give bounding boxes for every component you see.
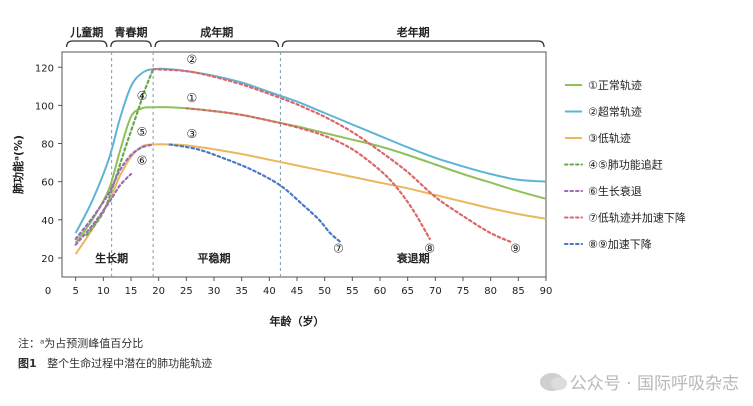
x-tick-label-2: 10 [97, 286, 110, 297]
x-tick-label-4: 20 [152, 286, 165, 297]
legend-label-2: ③低轨迹 [588, 131, 631, 145]
phase-label-2: 衰退期 [396, 251, 430, 265]
figure-caption: 图1 整个生命过程中潜在的肺功能轨迹 [18, 355, 212, 371]
series-line-1-marker: ② [186, 53, 197, 67]
legend-label-4: ⑥生长衰退 [588, 184, 642, 198]
y-tick-label-0: 20 [41, 254, 54, 265]
series-line-2-marker: ③ [186, 127, 197, 141]
stage-brace-3 [281, 40, 545, 48]
stage-brace-0 [65, 40, 108, 48]
figure-caption-label: 图1 [18, 357, 37, 370]
y-tick-label-4: 100 [35, 101, 54, 112]
stage-label-2: 成年期 [200, 25, 233, 39]
y-tick-label-2: 60 [41, 178, 54, 189]
legend-label-0: ①正常轨迹 [588, 78, 642, 92]
y-axis-label: 肺功能ᵃ(%) [11, 135, 25, 194]
x-tick-label-8: 40 [263, 286, 276, 297]
legend-label-3: ④⑤肺功能追赶 [588, 158, 663, 172]
series-line-0-marker: ① [186, 91, 197, 105]
x-tick-label-0: 0 [45, 286, 51, 297]
y-tick-label-1: 40 [41, 216, 54, 227]
legend-label-5: ⑦低轨迹并加速下降 [588, 211, 686, 225]
x-tick-label-13: 65 [401, 286, 414, 297]
figure-caption-text: 整个生命过程中潜在的肺功能轨迹 [47, 357, 213, 370]
x-tick-label-16: 80 [484, 286, 497, 297]
legend-label-6: ⑧⑨加速下降 [588, 237, 652, 251]
series-line-4-marker: ⑥ [137, 154, 148, 168]
x-tick-label-7: 35 [235, 286, 248, 297]
series-line-6 [168, 143, 343, 244]
x-tick-label-6: 30 [208, 286, 221, 297]
extra-curve-0-marker: ⑧ [424, 241, 435, 255]
extra-curve-1 [74, 172, 133, 246]
series-line-1 [74, 67, 547, 234]
x-tick-label-12: 60 [374, 286, 387, 297]
series-line-6-marker: ⑦ [333, 241, 344, 255]
series-line-5 [152, 68, 514, 244]
x-tick-label-1: 5 [72, 286, 78, 297]
plot-frame [61, 51, 547, 278]
stage-label-1: 青春期 [115, 25, 148, 39]
phase-label-0: 生长期 [95, 251, 128, 265]
legend-label-1: ②超常轨迹 [588, 105, 642, 119]
x-tick-label-5: 25 [180, 286, 193, 297]
stage-brace-1 [110, 40, 152, 48]
y-tick-label-3: 80 [41, 140, 54, 151]
x-tick-label-10: 50 [318, 286, 331, 297]
x-tick-label-17: 85 [512, 286, 525, 297]
extra-curve-0 [185, 107, 431, 240]
x-axis-label: 年龄（岁） [270, 314, 325, 328]
x-tick-label-11: 55 [346, 286, 359, 297]
x-tick-label-9: 45 [291, 286, 304, 297]
stage-label-3: 老年期 [396, 25, 430, 39]
series-line-5-marker: ⑤ [137, 125, 148, 139]
watermark: 公众号 · 国际呼吸杂志 [539, 369, 739, 394]
y-tick-label-5: 120 [35, 63, 54, 74]
phase-label-1: 平稳期 [198, 251, 231, 265]
series-line-4 [74, 143, 155, 240]
series-line-3 [85, 68, 155, 237]
series-line-2 [74, 143, 547, 255]
x-tick-label-3: 15 [125, 286, 138, 297]
footnote: 注：ᵃ为占预测峰值百分比 [18, 337, 144, 350]
x-tick-label-15: 75 [457, 286, 470, 297]
series-line-0 [74, 106, 547, 244]
curve-marker-extra-0: ⑨ [510, 241, 521, 255]
x-tick-label-14: 70 [429, 286, 442, 297]
x-tick-label-18: 90 [540, 286, 553, 297]
stage-label-0: 儿童期 [69, 25, 103, 39]
watermark-text: 公众号 · 国际呼吸杂志 [569, 374, 739, 394]
stage-brace-2 [154, 40, 280, 48]
series-line-3-marker: ④ [137, 89, 148, 103]
wechat-icon [539, 372, 567, 391]
